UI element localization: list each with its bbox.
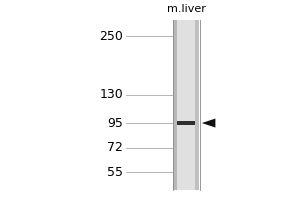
Bar <box>196 20 200 190</box>
Bar <box>176 121 196 125</box>
Text: 250: 250 <box>99 30 123 43</box>
Bar <box>172 20 176 190</box>
Text: 55: 55 <box>107 166 123 179</box>
Text: m.liver: m.liver <box>167 4 206 14</box>
Text: 130: 130 <box>99 88 123 101</box>
Polygon shape <box>202 119 215 128</box>
Bar <box>176 20 196 190</box>
Text: 95: 95 <box>107 117 123 130</box>
Text: 72: 72 <box>107 141 123 154</box>
